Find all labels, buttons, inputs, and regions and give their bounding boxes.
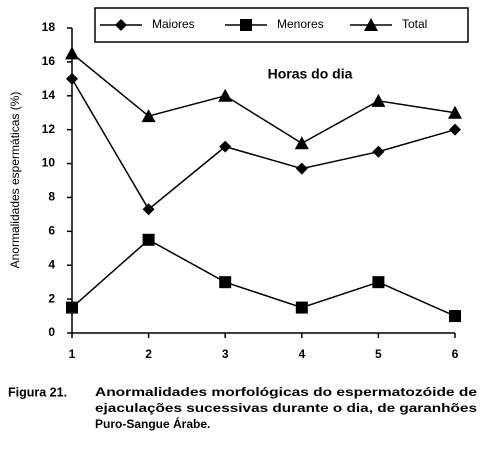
legend-label: Maiores xyxy=(152,17,195,31)
x-tick-label: 1 xyxy=(69,347,76,361)
caption-line: ejaculações sucessivas durante o dia, de… xyxy=(95,401,477,415)
y-axis-label: Anormalidades espermáticas (%) xyxy=(8,92,22,269)
marker xyxy=(66,301,78,314)
series-line xyxy=(71,78,456,211)
y-tick-label: 8 xyxy=(48,190,55,204)
y-tick-label: 6 xyxy=(48,224,55,238)
y-tick-label: 2 xyxy=(48,291,55,305)
y-tick-label: 0 xyxy=(48,325,55,339)
marker xyxy=(141,109,156,123)
y-tick-label: 18 xyxy=(42,20,56,34)
legend-label: Menores xyxy=(277,17,324,31)
marker xyxy=(372,145,385,158)
series-line xyxy=(71,238,456,317)
marker xyxy=(364,18,378,31)
caption-line: Anormalidades morfológicas do espermatoz… xyxy=(95,385,477,399)
caption-line: Puro-Sangue Árabe. xyxy=(95,416,210,431)
marker xyxy=(295,301,308,314)
marker xyxy=(449,310,461,323)
annotation: Horas do dia xyxy=(268,66,353,82)
marker xyxy=(219,140,232,153)
x-tick-label: 6 xyxy=(452,347,459,361)
x-tick-label: 5 xyxy=(375,347,382,361)
caption-label: Figura 21. xyxy=(8,385,67,399)
y-tick-label: 10 xyxy=(42,156,56,170)
marker xyxy=(65,46,79,60)
y-tick-label: 12 xyxy=(42,122,56,136)
y-tick-label: 4 xyxy=(48,257,55,271)
marker xyxy=(218,88,233,102)
x-tick-label: 3 xyxy=(222,347,229,361)
marker xyxy=(115,19,127,31)
x-tick-label: 4 xyxy=(298,347,305,361)
marker xyxy=(66,72,78,85)
marker xyxy=(295,162,308,175)
marker xyxy=(240,19,252,31)
series-line xyxy=(71,52,456,145)
marker xyxy=(448,105,462,119)
marker xyxy=(372,276,385,289)
legend-label: Total xyxy=(402,17,427,31)
x-tick-label: 2 xyxy=(145,347,152,361)
marker xyxy=(142,233,155,246)
marker xyxy=(294,136,309,150)
y-tick-label: 14 xyxy=(42,88,56,102)
marker xyxy=(449,123,461,136)
marker xyxy=(219,276,232,289)
marker xyxy=(142,203,155,216)
legend-box xyxy=(94,7,469,43)
y-tick-label: 16 xyxy=(42,54,56,68)
marker xyxy=(371,93,386,107)
